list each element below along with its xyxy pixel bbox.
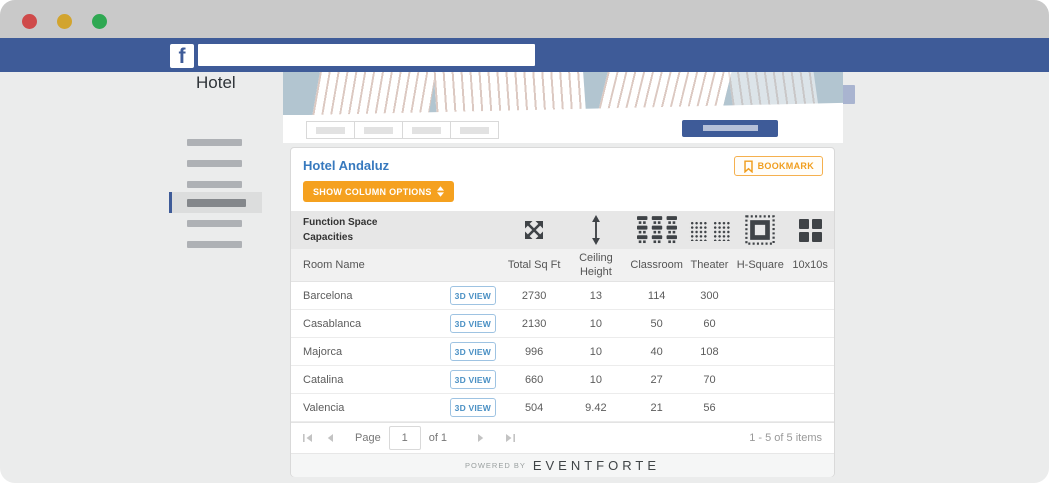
3d-view-button[interactable]: 3D VIEW [449,286,496,305]
sidebar-item[interactable] [187,241,242,248]
powered-by-label: POWERED BY [464,461,526,470]
primary-action-button[interactable] [682,120,778,137]
room-name: Barcelona [303,289,353,302]
tab-placeholder-1[interactable] [307,122,355,138]
show-column-options-label: SHOW COLUMN OPTIONS [313,186,432,197]
3d-view-button[interactable]: 3D VIEW [449,314,496,333]
table-row: Majorca 3D VIEW 996 10 40 108 [291,338,834,366]
table-row: Catalina 3D VIEW 660 10 27 70 [291,366,834,394]
room-name: Catalina [303,373,344,386]
ceiling-height-value: 10 [589,317,603,330]
column-header-total-sq-ft[interactable]: Total Sq Ft [507,259,561,271]
hotel-name-title: Hotel Andaluz [303,158,390,173]
room-name: Casablanca [303,317,362,330]
expand-arrows-icon [525,221,544,239]
total-sq-ft-value: 660 [524,373,544,386]
classroom-value: 50 [650,317,663,330]
ceiling-height-arrow-icon [591,215,600,245]
close-window-button[interactable] [22,14,37,29]
theater-value: 60 [703,317,716,330]
total-sq-ft-value: 2130 [521,317,547,330]
classroom-icon [636,216,677,244]
page-of-label: of 1 [428,432,448,444]
table-row: Barcelona 3D VIEW 2730 13 114 300 [291,282,834,310]
sidebar-item[interactable] [187,181,242,188]
sidebar-item[interactable] [187,220,242,227]
bookmark-icon [743,159,753,173]
total-sq-ft-value: 2730 [521,289,547,302]
minimize-window-button[interactable] [57,14,72,29]
theater-value: 56 [703,401,716,414]
table-row: Valencia 3D VIEW 504 9.42 21 56 [291,394,834,422]
cover-photo [283,72,843,115]
show-column-options-button[interactable]: SHOW COLUMN OPTIONS [303,181,454,202]
tab-placeholder-3[interactable] [403,122,451,138]
tab-group [306,121,499,139]
tab-placeholder-4[interactable] [451,122,498,138]
sidebar-item[interactable] [187,139,242,146]
classroom-value: 40 [650,345,663,358]
page-label: Page [355,432,381,444]
room-name: Majorca [303,345,343,358]
h-square-icon [745,215,775,245]
sidebar-item[interactable] [187,160,242,167]
previous-page-button[interactable] [319,434,341,442]
tab-placeholder-2[interactable] [355,122,403,138]
pagination-bar: Page of 1 1 - 5 of 5 items [291,422,834,453]
column-header-theater[interactable]: Theater [690,259,729,271]
next-page-button[interactable] [469,434,491,442]
total-sq-ft-value: 996 [524,345,544,358]
browser-titlebar [0,0,1049,38]
items-summary: 1 - 5 of 5 items [749,432,822,444]
classroom-value: 114 [647,289,666,302]
sort-arrows-icon [436,186,444,197]
last-page-button[interactable] [499,434,521,442]
ten-by-tens-icon [798,218,822,242]
3d-view-button[interactable]: 3D VIEW [449,398,496,417]
classroom-value: 21 [650,401,663,414]
theater-value: 70 [703,373,716,386]
3d-view-button[interactable]: 3D VIEW [449,370,496,389]
room-name: Valencia [303,401,345,414]
3d-view-button[interactable]: 3D VIEW [449,342,496,361]
first-page-button[interactable] [297,434,319,442]
column-header-h-square[interactable]: H-Square [736,259,784,271]
building-sketch [309,72,439,115]
column-header-ceiling-height[interactable]: Ceiling Height [579,251,613,278]
bookmark-label: BOOKMARK [757,161,814,171]
theater-icon [685,219,735,241]
page-number-input[interactable] [388,426,421,450]
tab-strip [283,115,843,143]
column-header-room-name[interactable]: Room Name [303,259,365,271]
facebook-logo-icon[interactable]: f [170,44,194,68]
theater-value: 108 [700,345,719,358]
ceiling-height-value: 9.42 [585,401,607,414]
table-icon-header: Function Space Capacities [291,211,834,249]
bookmark-button[interactable]: BOOKMARK [733,156,823,176]
ceiling-height-value: 10 [589,345,603,358]
ceiling-height-value: 10 [589,373,603,386]
function-space-card: Hotel Andaluz BOOKMARK SHOW COLUMN OPTIO… [290,147,835,477]
ceiling-height-value: 13 [589,289,603,302]
page-title: Hotel [196,73,236,92]
search-input[interactable] [198,44,535,66]
sidebar-item-active[interactable] [169,192,262,213]
maximize-window-button[interactable] [92,14,107,29]
total-sq-ft-value: 504 [524,401,544,414]
theater-value: 300 [700,289,719,302]
table-column-headers: Room Name Total Sq Ft Ceiling Height Cla… [291,249,834,282]
facebook-navbar: f [0,38,1049,105]
column-header-classroom[interactable]: Classroom [630,259,683,271]
group-header: Function Space Capacities [303,217,378,243]
table-row: Casablanca 3D VIEW 2130 10 50 60 [291,310,834,338]
eventforte-brand: EVENTFORTE [532,458,660,473]
column-header-10x10s[interactable]: 10x10s [792,259,828,271]
card-footer: POWERED BY EVENTFORTE [291,453,834,477]
classroom-value: 27 [650,373,663,386]
